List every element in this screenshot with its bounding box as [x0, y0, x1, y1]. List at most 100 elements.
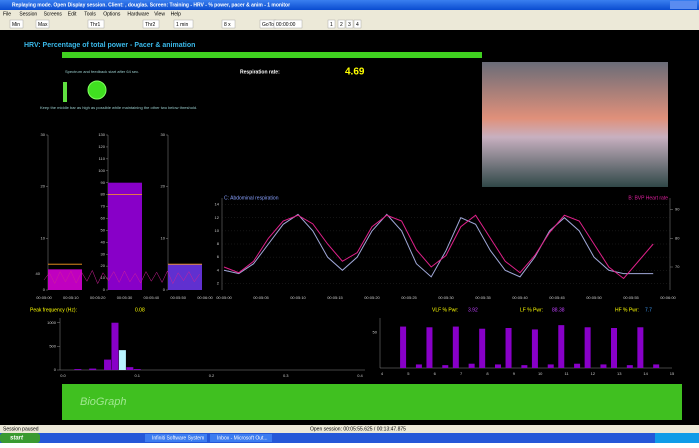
x-tick-label: 00:05:40 [512, 295, 528, 300]
task-button[interactable] [145, 434, 207, 442]
y2-tick-label: 70 [675, 264, 680, 269]
x-tick-label: 8 [486, 371, 489, 376]
y2-tick-label: 90 [675, 207, 680, 212]
gauge-bar [48, 269, 82, 290]
menu-item[interactable]: Hardware [127, 11, 149, 17]
toolbar-control[interactable] [173, 19, 194, 29]
band-bar [495, 364, 501, 368]
y2-tick-label: 80 [675, 235, 680, 240]
y-tick-label: 40 [36, 271, 41, 276]
x-tick-label: 00:05:50 [170, 295, 186, 300]
value: 3.92 [468, 307, 478, 313]
x-tick-label: 6 [434, 371, 437, 376]
toolbar-control[interactable] [221, 19, 236, 29]
animation [482, 62, 668, 187]
start-button[interactable] [0, 433, 40, 443]
tick-label: 100 [98, 168, 105, 173]
spectrum-bar [126, 367, 134, 370]
screen-title: HRV: Percentage of total power - Pacer &… [24, 42, 195, 49]
x-tick-label: 00:05:10 [290, 295, 306, 300]
x-tick-label: 00:05:30 [117, 295, 133, 300]
y-tick-label: 6 [217, 254, 220, 259]
channel: B: BVP Heart rate [628, 195, 668, 201]
top-strip [62, 52, 482, 58]
band-bar [611, 328, 617, 368]
x-tick-label: 7 [460, 371, 463, 376]
tick-label: 70 [101, 204, 106, 209]
band-bar [468, 363, 475, 368]
toolbar-control[interactable] [345, 19, 354, 29]
menu-item[interactable]: Options [103, 11, 121, 17]
spectrum-bar [104, 359, 112, 370]
respiration-value: 4.69 [345, 67, 365, 78]
value: 88.38 [552, 307, 565, 313]
x-tick-label: 00:05:05 [253, 295, 269, 300]
status: Session paused [3, 426, 39, 432]
band-bar [584, 327, 591, 368]
note: Spectrum and feedback start after 64 sec… [65, 69, 139, 74]
menu-item[interactable]: Edit [68, 11, 77, 17]
toolbar-control[interactable] [9, 19, 24, 29]
x-tick-label: 5 [407, 371, 410, 376]
menu-item[interactable]: View [154, 11, 165, 17]
value: 0.08 [135, 307, 145, 313]
x-tick-label: 0.4 [357, 373, 363, 378]
tick-label: 50 [101, 227, 106, 232]
toolbar-control[interactable] [273, 19, 303, 29]
x-tick-label: 4 [381, 371, 384, 376]
x-tick-label: 0.0 [60, 373, 66, 378]
bottom-strip [62, 384, 682, 420]
menu-item[interactable]: File [3, 11, 11, 17]
toolbar-control[interactable] [142, 19, 160, 29]
band-bar [415, 364, 422, 368]
x-tick-label: 00:05:20 [364, 295, 380, 300]
y-tick-label: 4 [217, 267, 220, 272]
x-tick-label: 0.3 [283, 373, 289, 378]
menu-item[interactable]: Screens [44, 11, 63, 17]
menu-item[interactable]: Session [19, 11, 37, 17]
band-bar [600, 364, 607, 368]
value: 7.7 [645, 307, 652, 313]
band-bar [653, 364, 660, 368]
tick-label: 20 [41, 184, 46, 189]
x-tick-label: 00:05:25 [401, 295, 417, 300]
logo: BioGraph [80, 396, 126, 408]
toolbar-control[interactable] [327, 19, 336, 29]
band-bar [637, 327, 644, 368]
x-tick-label: 12 [591, 371, 596, 376]
spectrum-bar [111, 322, 119, 370]
toolbar-label: GoTo [262, 22, 274, 28]
toolbar-control[interactable] [87, 19, 105, 29]
menu-item[interactable]: Help [171, 11, 182, 17]
toolbar-control[interactable] [35, 19, 50, 29]
label: LF % Pwr: [520, 307, 543, 313]
x-tick-label: 00:05:00 [36, 295, 52, 300]
tick-label: 80 [101, 192, 106, 197]
status-bar [0, 425, 699, 433]
gauge-bar [108, 182, 142, 290]
x-tick-label: 15 [670, 371, 675, 376]
taskbar [0, 433, 699, 443]
task-button[interactable] [210, 434, 272, 442]
toolbar-control[interactable] [337, 19, 346, 29]
toolbar-control[interactable] [353, 19, 362, 29]
tick-label: 20 [101, 263, 106, 268]
toolbar-label: 4 [356, 22, 359, 28]
window-title: Replaying mode. Open Display session. Cl… [12, 2, 290, 8]
x-tick-label: 11 [564, 371, 569, 376]
x-tick-label: 14 [643, 371, 648, 376]
gauge-bar [168, 264, 202, 290]
y-tick-label: 10 [215, 228, 220, 233]
tick-label: 10 [41, 235, 46, 240]
label: Respiration rate: [240, 69, 280, 75]
series-line [223, 214, 654, 280]
band-bar [574, 363, 581, 368]
window-buttons[interactable] [670, 1, 697, 9]
menu-item[interactable]: Tools [84, 11, 96, 17]
spectrum-bar [74, 369, 82, 370]
band-bar [505, 328, 512, 368]
y-tick-label: 0 [54, 367, 57, 372]
tick-label: 10 [101, 275, 106, 280]
x-tick-label: 9 [513, 371, 516, 376]
